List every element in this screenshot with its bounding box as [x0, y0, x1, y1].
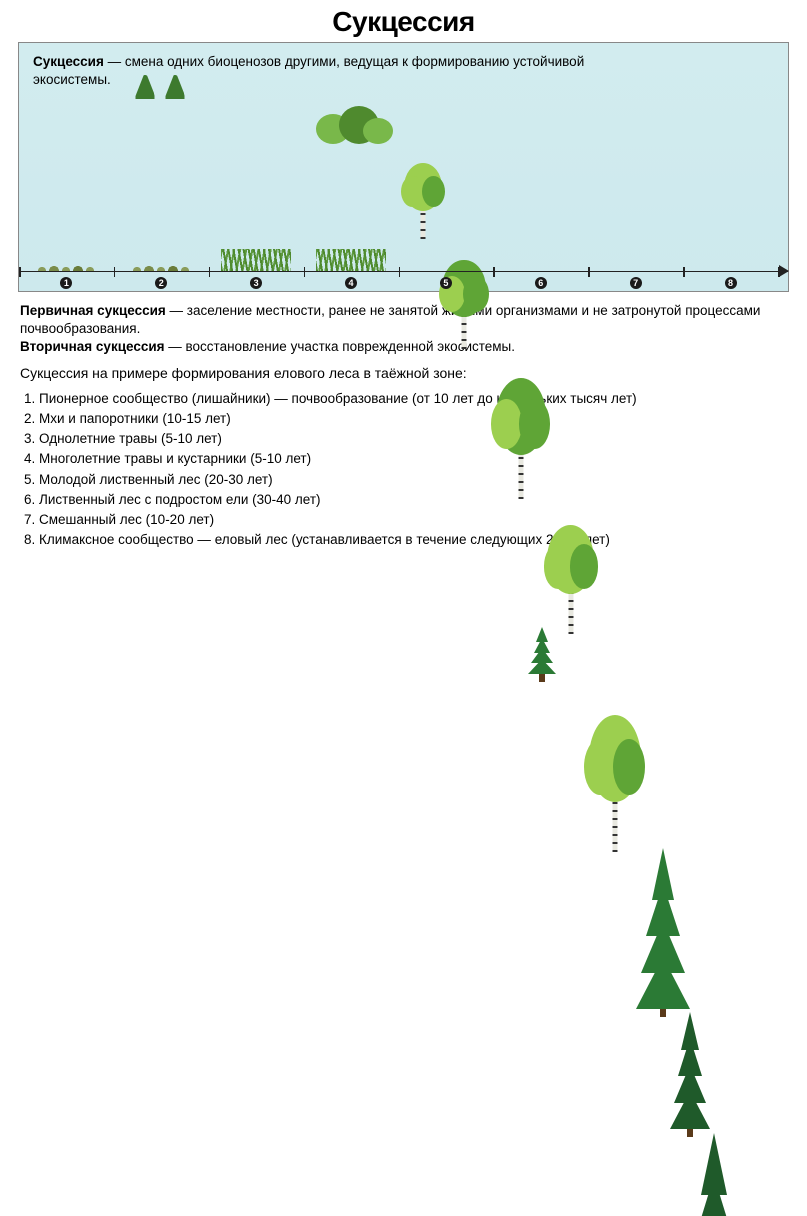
- stage-marker-6: 6: [535, 277, 547, 289]
- axis-tick: [304, 267, 306, 277]
- secondary-definition: Вторичная сукцессия — восстановление уча…: [20, 338, 787, 356]
- stage-item-8: 8. Климаксное сообщество — еловый лес (у…: [20, 530, 787, 550]
- birch-tree: [493, 349, 549, 499]
- annual-grass: [221, 249, 291, 271]
- stage-marker-7: 7: [630, 277, 642, 289]
- annual-grass: [316, 249, 386, 271]
- axis-tick: [399, 267, 401, 277]
- birch-tree: [545, 499, 597, 634]
- birch-tree: [402, 144, 444, 239]
- stage-marker-4: 4: [345, 277, 357, 289]
- shrub: [311, 99, 391, 144]
- primary-secondary-block: Первичная сукцессия — заселение местност…: [0, 292, 807, 357]
- moss-fern: [126, 71, 196, 99]
- spruce-tree: [668, 1017, 712, 1137]
- spruce-tree: [634, 852, 692, 1017]
- stage-marker-1: 1: [60, 277, 72, 289]
- birch-tree: [586, 682, 644, 852]
- axis-tick: [19, 267, 21, 277]
- example-subtitle: Сукцессия на примере формирования еловог…: [0, 357, 807, 385]
- definition-term: Сукцессия: [33, 54, 104, 69]
- axis-tick: [683, 267, 685, 277]
- stage-marker-5: 5: [440, 277, 452, 289]
- stage-item-7: 7. Смешанный лес (10-20 лет): [20, 510, 787, 530]
- axis-arrowhead: [779, 265, 789, 277]
- stage-item-4: 4. Многолетние травы и кустарники (5-10 …: [20, 449, 787, 469]
- page-title: Сукцессия: [0, 0, 807, 42]
- stage-item-1: 1. Пионерное сообщество (лишайники) — по…: [20, 389, 787, 409]
- axis-tick: [209, 267, 211, 277]
- axis-tick: [778, 267, 780, 277]
- spruce-tree: [527, 634, 557, 682]
- stage-marker-2: 2: [155, 277, 167, 289]
- stage-item-5: 5. Молодой лиственный лес (20-30 лет): [20, 470, 787, 490]
- axis-tick: [588, 267, 590, 277]
- birch-tree: [440, 239, 488, 349]
- stage-item-2: 2. Мхи и папоротники (10-15 лет): [20, 409, 787, 429]
- axis-tick: [493, 267, 495, 277]
- succession-diagram: Сукцессия — смена одних биоценозов други…: [18, 42, 789, 292]
- stage-marker-3: 3: [250, 277, 262, 289]
- axis-tick: [114, 267, 116, 277]
- primary-term: Первичная сукцессия: [20, 303, 166, 318]
- axis-ticks: 1 2 3 4 5 6 7 8: [19, 271, 776, 291]
- secondary-term: Вторичная сукцессия: [20, 339, 165, 354]
- stage-item-6: 6. Лиственный лес с подростом ели (30-40…: [20, 490, 787, 510]
- stage-marker-8: 8: [725, 277, 737, 289]
- spruce-tree: [681, 1137, 747, 1216]
- stage-list: 1. Пионерное сообщество (лишайники) — по…: [0, 385, 807, 555]
- vegetation-strip: [19, 71, 776, 271]
- primary-definition: Первичная сукцессия — заселение местност…: [20, 302, 787, 338]
- stage-item-3: 3. Однолетние травы (5-10 лет): [20, 429, 787, 449]
